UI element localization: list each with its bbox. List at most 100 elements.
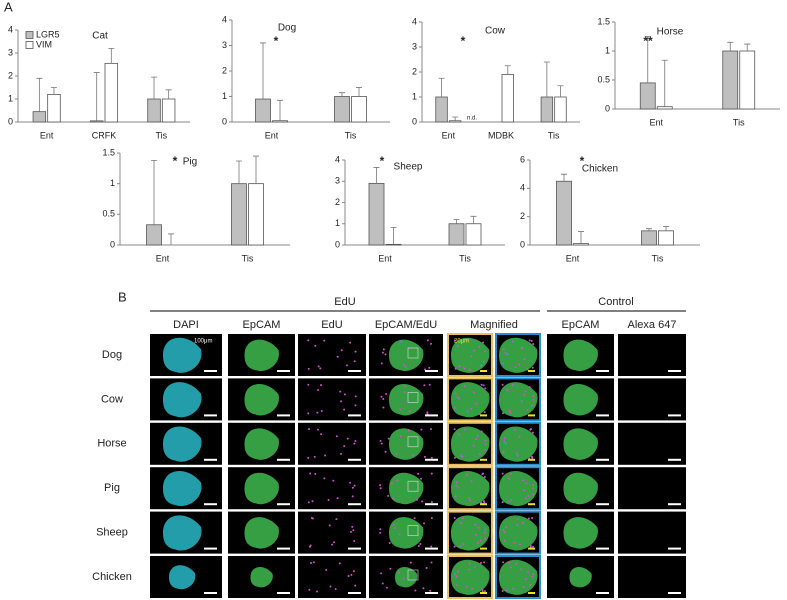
edu-dot [353, 360, 356, 363]
edu-dot [312, 561, 315, 564]
y-tick-label: 0 [222, 116, 227, 126]
edu-dot [335, 518, 338, 521]
edu-dot [397, 571, 400, 574]
organoid [499, 559, 538, 595]
edu-dot [399, 435, 402, 438]
edu-dot [307, 339, 310, 342]
legend-label: LGR5 [36, 29, 60, 39]
edu-dot [476, 434, 479, 437]
edu-dot [482, 341, 485, 344]
edu-dot [349, 481, 352, 484]
scale-bar [277, 503, 290, 506]
edu-dot [307, 367, 310, 370]
edu-dot [501, 590, 504, 593]
image-cell [618, 422, 686, 465]
edu-dot [380, 362, 383, 365]
edu-dot [531, 575, 534, 578]
organoid [451, 426, 490, 462]
edu-dot [518, 363, 521, 366]
y-tick-label: 1 [605, 45, 610, 55]
edu-dot [417, 544, 420, 547]
scale-bar [668, 547, 681, 550]
edu-dot [522, 479, 525, 482]
edu-dot [504, 351, 507, 354]
image-cell [298, 556, 366, 598]
edu-dot [455, 481, 458, 484]
edu-dot [503, 440, 506, 443]
y-tick-label: 1 [110, 178, 115, 188]
edu-dot [463, 367, 466, 370]
scale-bar [480, 547, 487, 550]
edu-dot [423, 522, 426, 525]
edu-dot [484, 439, 487, 442]
edu-dot [425, 566, 428, 569]
edu-dot [469, 368, 471, 371]
edu-dot [415, 498, 418, 501]
edu-dot [516, 518, 519, 521]
edu-dot [478, 453, 481, 456]
edu-dot [529, 428, 532, 431]
edu-dot [391, 497, 394, 500]
edu-dot [382, 406, 385, 409]
edu-dot [354, 350, 357, 353]
edu-dot [309, 544, 312, 547]
y-tick-label: 2 [520, 211, 525, 221]
edu-dot [480, 383, 483, 386]
edu-dot [480, 364, 483, 367]
error-bar [260, 42, 266, 100]
edu-dot [515, 562, 518, 565]
error-bar [661, 59, 668, 107]
edu-dot [307, 456, 310, 459]
scale-bar [204, 370, 217, 372]
error-bar [373, 167, 380, 184]
edu-dot [532, 487, 535, 490]
scale-bar [668, 414, 681, 417]
edu-dot [473, 349, 476, 352]
y-tick-label: 3 [222, 40, 227, 50]
organoid [163, 515, 202, 551]
edu-dot [429, 428, 432, 431]
organoid [389, 428, 424, 460]
organoid [499, 337, 538, 373]
scale-bar [528, 458, 535, 461]
chart-title: Sheep [394, 162, 423, 173]
y-tick-label: 4 [8, 24, 13, 34]
x-tick-label: Tis [345, 130, 357, 140]
error-bar [438, 77, 445, 97]
organoid [244, 339, 279, 372]
edu-dot [459, 544, 462, 547]
edu-dot [349, 341, 352, 344]
edu-dot [507, 561, 510, 564]
scale-bar [528, 547, 535, 550]
bar [334, 96, 350, 123]
edu-dot [343, 408, 346, 411]
edu-dot [426, 411, 429, 414]
edu-dot [430, 561, 433, 564]
scale-bar [668, 503, 681, 506]
y-tick-label: 2 [222, 65, 227, 75]
x-tick-label: Tis [652, 253, 664, 263]
edu-dot [453, 456, 456, 459]
scale-bar [480, 592, 487, 594]
edu-dot [527, 517, 530, 520]
row-label: Pig [104, 482, 120, 494]
edu-dot [385, 392, 388, 395]
edu-dot [387, 494, 390, 497]
edu-dot [505, 526, 508, 529]
edu-dot [509, 472, 512, 475]
error-bar [165, 89, 172, 99]
edu-dot [482, 384, 485, 387]
edu-dot [515, 452, 518, 455]
x-tick-label: Tis [548, 130, 560, 140]
edu-dot [325, 569, 328, 572]
edu-dot [519, 543, 522, 546]
scale-bar [204, 414, 217, 417]
edu-dot [514, 366, 517, 369]
edu-dot [521, 521, 524, 524]
y-tick-label: 4 [222, 14, 227, 24]
edu-dot [520, 400, 523, 403]
scale-bar [480, 503, 487, 506]
y-tick-label: 0 [335, 239, 340, 249]
edu-dot [510, 498, 513, 501]
edu-dot [453, 406, 456, 409]
